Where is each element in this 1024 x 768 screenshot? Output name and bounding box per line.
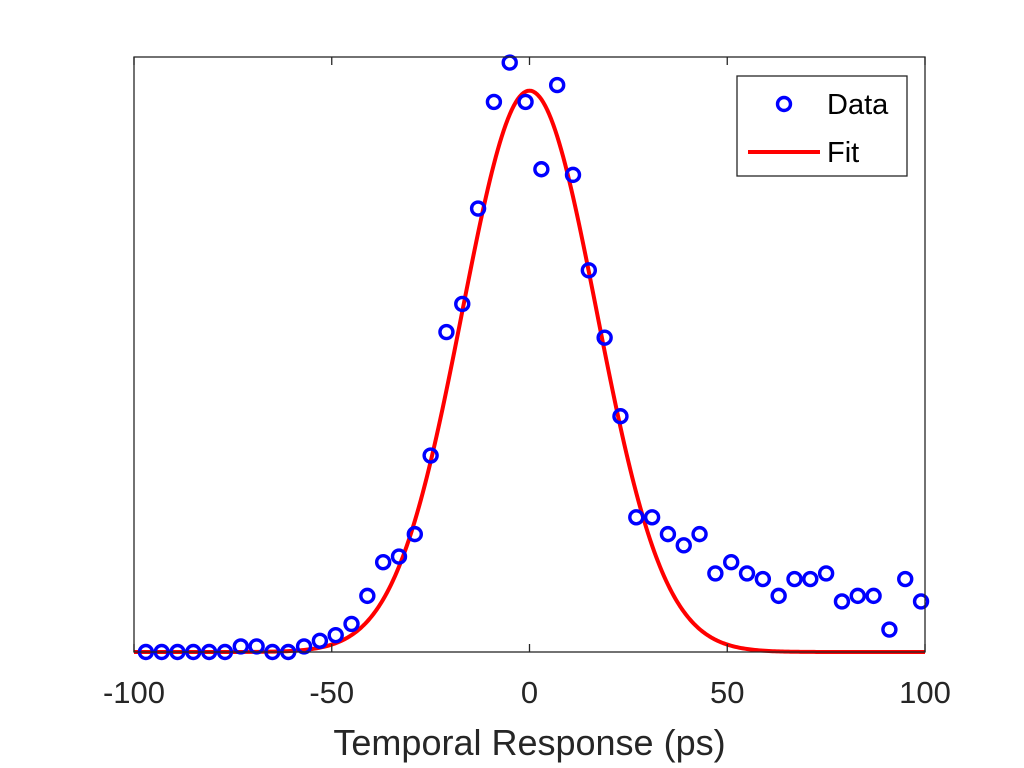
x-axis-label: Temporal Response (ps) xyxy=(333,722,725,763)
data-point xyxy=(390,548,408,565)
data-point xyxy=(628,509,645,526)
data-point xyxy=(897,570,914,588)
data-point xyxy=(406,525,424,543)
data-point xyxy=(802,570,819,588)
data-point xyxy=(422,447,439,464)
x-tick-label: 50 xyxy=(710,675,744,710)
legend: Data Fit xyxy=(736,75,908,177)
data-point xyxy=(311,632,329,649)
data-point xyxy=(849,587,866,605)
data-point xyxy=(564,166,582,184)
data-point xyxy=(881,621,898,638)
data-point xyxy=(232,638,249,655)
data-point xyxy=(469,200,487,217)
data-point xyxy=(707,565,724,582)
data-point xyxy=(580,262,598,279)
data-point xyxy=(596,329,613,346)
legend-data-marker xyxy=(775,95,793,113)
x-axis: -100 -50 0 50 100 xyxy=(103,57,951,710)
data-point xyxy=(833,593,851,610)
legend-fit-label: Fit xyxy=(827,137,859,169)
legend-box xyxy=(736,75,908,177)
data-point xyxy=(723,553,740,571)
legend-data-label: Data xyxy=(827,89,889,121)
data-point xyxy=(691,525,708,543)
data-point xyxy=(501,54,518,71)
data-point xyxy=(343,615,360,633)
data-point xyxy=(912,593,930,610)
data-point xyxy=(374,553,392,571)
data-point xyxy=(659,525,677,543)
data-point xyxy=(533,161,550,178)
data-point xyxy=(817,565,835,582)
x-tick-label: -50 xyxy=(309,675,354,710)
x-tick-label: -100 xyxy=(103,675,165,710)
data-point xyxy=(643,509,661,526)
x-tick-label: 0 xyxy=(521,675,538,710)
data-point xyxy=(517,93,534,111)
data-point xyxy=(248,638,265,655)
data-point xyxy=(359,587,376,605)
data-point xyxy=(786,570,803,588)
data-point xyxy=(675,537,692,554)
data-point xyxy=(548,76,566,94)
data-point xyxy=(485,93,503,111)
data-point xyxy=(738,565,756,582)
data-point xyxy=(865,587,882,605)
data-point xyxy=(754,570,772,588)
data-point xyxy=(454,295,471,313)
data-point xyxy=(612,408,629,425)
data-point xyxy=(295,638,313,655)
data-point xyxy=(438,323,455,341)
x-tick-label: 100 xyxy=(899,675,951,710)
data-point xyxy=(327,626,344,644)
data-point xyxy=(770,587,787,605)
